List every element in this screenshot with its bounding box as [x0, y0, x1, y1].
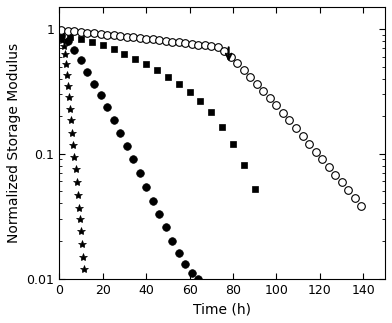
- Y-axis label: Normalized Storage Modulus: Normalized Storage Modulus: [7, 43, 21, 243]
- X-axis label: Time (h): Time (h): [193, 302, 251, 316]
